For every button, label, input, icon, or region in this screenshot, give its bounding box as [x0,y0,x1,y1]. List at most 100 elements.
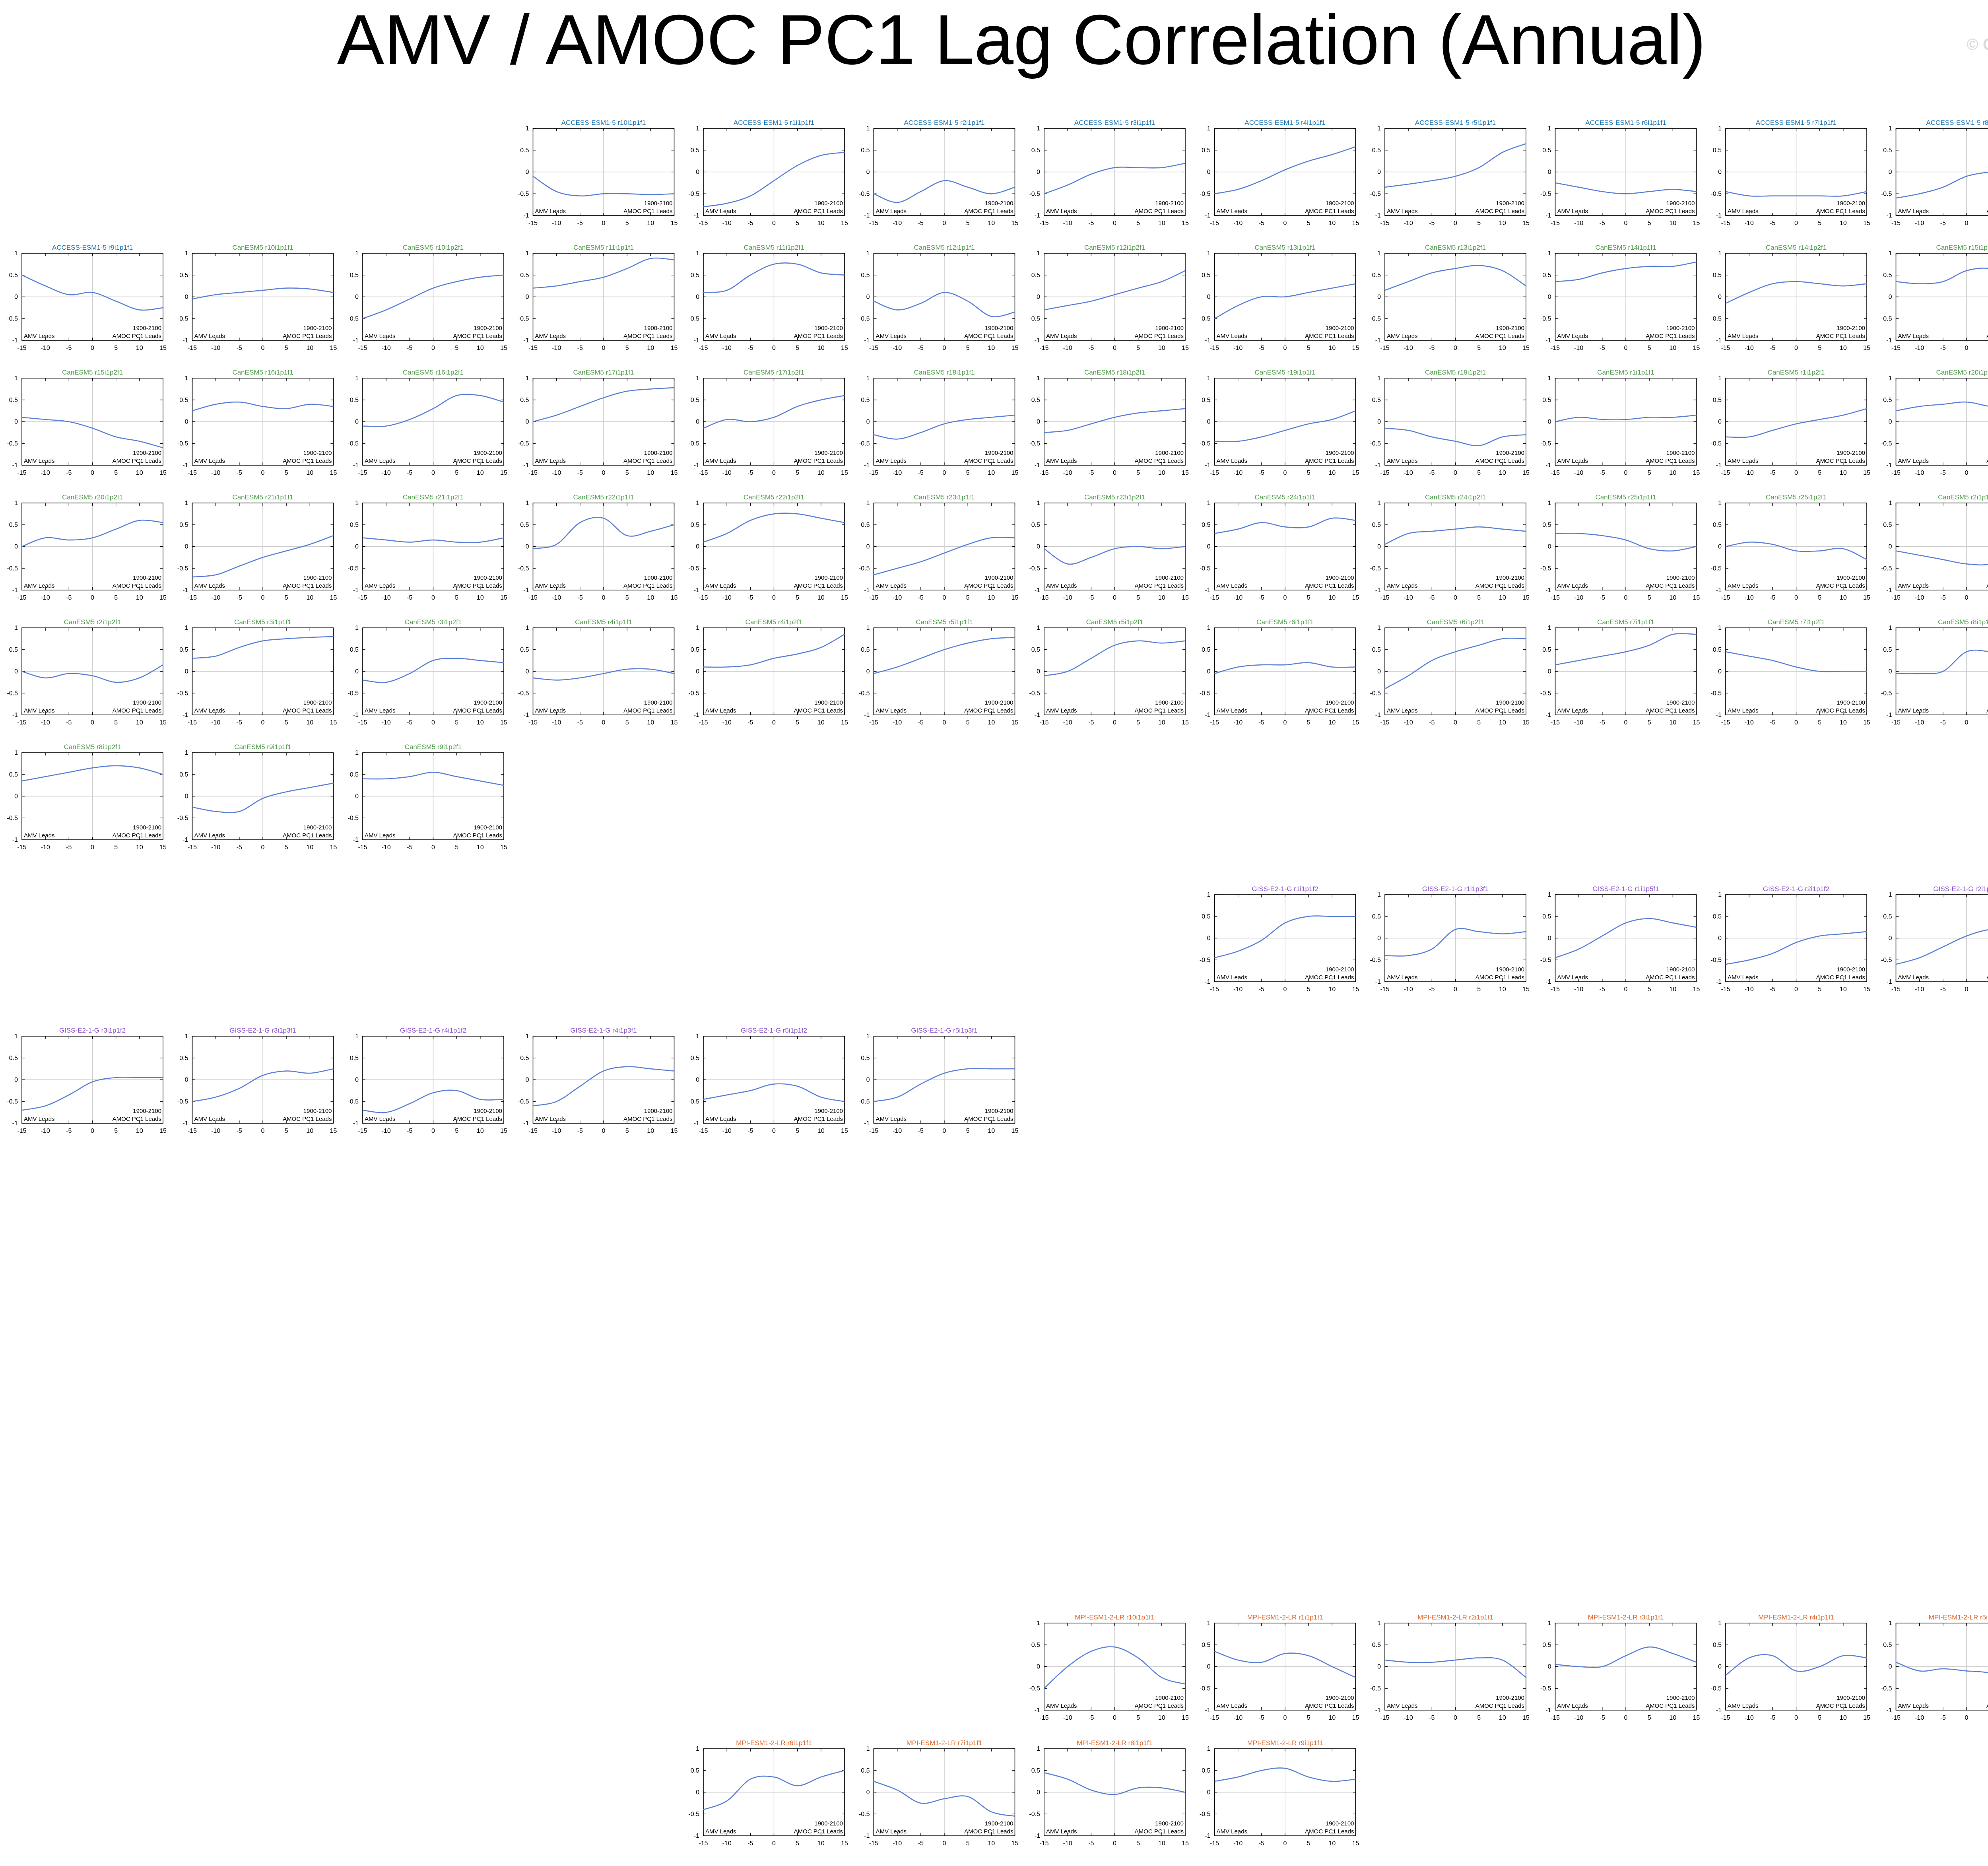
amv-leads-label: AMV Leads [1046,458,1077,464]
x-tick-label: 0 [1624,470,1628,476]
panel-title: CanESM5 r22i1p2f1 [744,493,804,501]
series-line [1555,918,1697,959]
y-tick-label: 1 [1377,891,1381,898]
x-tick-label: -5 [577,594,583,601]
y-tick-label: -1 [1035,1707,1040,1714]
panel: ACCESS-ESM1-5 r4i1p1f1-15 -10 -5 0 5 10 15-1-0… [1200,119,1359,227]
x-tick-label: -15 [188,719,197,726]
x-tick-label: -10 [41,1128,50,1134]
x-tick-label: -10 [552,1128,561,1134]
period-label: 1900-2100 [1155,200,1184,207]
period-label: 1900-2100 [814,575,843,581]
x-tick-label: 0 [1283,1840,1287,1847]
y-tick-label: 1 [185,1033,188,1040]
x-tick-label: 10 [1328,345,1336,351]
x-tick-label: -5 [577,1128,583,1134]
x-tick-label: -10 [722,220,732,227]
x-tick-label: -5 [918,345,924,351]
amv-leads-label: AMV Leads [535,458,566,464]
series-line [1896,929,1988,965]
amv-leads-label: AMV Leads [194,832,225,839]
x-tick-label: -15 [17,844,26,851]
x-tick-label: 10 [1158,719,1165,726]
x-tick-label: 15 [1352,594,1359,601]
x-tick-label: -5 [66,345,72,351]
y-tick-label: -1 [1375,462,1381,469]
y-tick-label: -0.5 [859,690,870,697]
x-tick-label: 5 [285,594,288,601]
y-tick-label: 1 [1718,625,1722,631]
x-tick-label: -10 [1233,1715,1242,1721]
panel: CanESM5 r10i1p1f1 -15 -10 -5 0 5 10 15 -1 -0.5 0 0.… [177,244,337,351]
y-tick-label: 1 [1037,250,1040,257]
amv-leads-label: AMV Leads [1217,1828,1248,1835]
period-label: 1900-2100 [133,699,161,706]
x-tick-label: -5 [1940,345,1946,351]
x-tick-label: 10 [306,719,313,726]
x-tick-label: 5 [625,345,629,351]
x-tick-label: -10 [893,594,902,601]
y-tick-label: 0.5 [1883,397,1892,404]
y-tick-label: 0.5 [1372,647,1381,653]
x-tick-label: -15 [1039,719,1048,726]
y-tick-label: 0 [1207,294,1211,301]
x-tick-label: -15 [1039,594,1048,601]
x-tick-label: -15 [358,1128,367,1134]
y-tick-label: -0.5 [859,1098,870,1105]
y-tick-label: 0.5 [1713,647,1722,653]
period-label: 1900-2100 [985,1820,1013,1827]
y-tick-label: -0.5 [7,440,18,447]
x-tick-label: -5 [66,1128,72,1134]
panel-title: ACCESS-ESM1-5 r3i1p1f1 [1074,119,1155,126]
series-line [1384,1657,1526,1678]
panel-title: CanESM5 r25i1p1f1 [1595,493,1656,501]
x-tick-label: 0 [91,470,94,476]
x-tick-label: 10 [1669,594,1676,601]
x-tick-label: 5 [114,594,118,601]
x-tick-label: -5 [1600,470,1605,476]
x-tick-label: -10 [41,719,50,726]
x-tick-label: 5 [1818,470,1821,476]
x-tick-label: -5 [1600,345,1605,351]
y-tick-label: -0.5 [1710,690,1722,697]
x-tick-label: -5 [1940,470,1946,476]
amoc-leads-label: AMOC PC1 Leads [1986,333,1988,340]
series-line [21,274,163,311]
y-tick-label: 1 [1718,125,1722,132]
x-tick-label: -5 [747,470,753,476]
x-tick-label: 0 [1283,1715,1287,1721]
x-tick-label: -5 [1088,1840,1094,1847]
panel-title: ACCESS-ESM1-5 r2i1p1f1 [904,119,984,126]
period-label: 1900-2100 [303,325,332,332]
x-tick-label: -10 [722,594,732,601]
x-tick-label: -5 [407,1128,412,1134]
amoc-leads-label: AMOC PC1 Leads [623,208,672,215]
series-line [1044,270,1186,311]
amv-leads-label: AMV Leads [705,1828,736,1835]
amoc-leads-label: AMOC PC1 Leads [794,333,843,340]
amv-leads-label: AMV Leads [1898,1703,1929,1709]
x-tick-label: -5 [747,719,753,726]
amv-leads-label: AMV Leads [1387,1703,1418,1709]
amv-leads-label: AMV Leads [365,458,396,464]
x-tick-label: -15 [699,719,708,726]
series-line [1725,191,1867,197]
amoc-leads-label: AMOC PC1 Leads [1305,583,1354,589]
x-tick-label: 5 [114,345,118,351]
series-line [1896,171,1988,199]
x-tick-label: 10 [1328,719,1336,726]
x-tick-label: 0 [1965,1715,1969,1721]
period-label: 1900-2100 [1837,575,1865,581]
x-tick-label: -10 [722,1840,732,1847]
y-tick-label: -1 [1545,337,1551,344]
amv-leads-label: AMV Leads [876,1828,907,1835]
x-tick-label: 15 [1352,220,1359,227]
amoc-leads-label: AMOC PC1 Leads [1986,583,1988,589]
y-tick-label: 0 [355,668,359,675]
series-line [1555,414,1697,422]
x-tick-label: -10 [552,470,561,476]
x-tick-label: 5 [1136,220,1140,227]
panel: CanESM5 r13i1p1f1 -15 -10 -5 0 5 10 15 -1 -0.5 0 0.… [1200,244,1359,351]
y-tick-label: 0.5 [691,397,699,404]
